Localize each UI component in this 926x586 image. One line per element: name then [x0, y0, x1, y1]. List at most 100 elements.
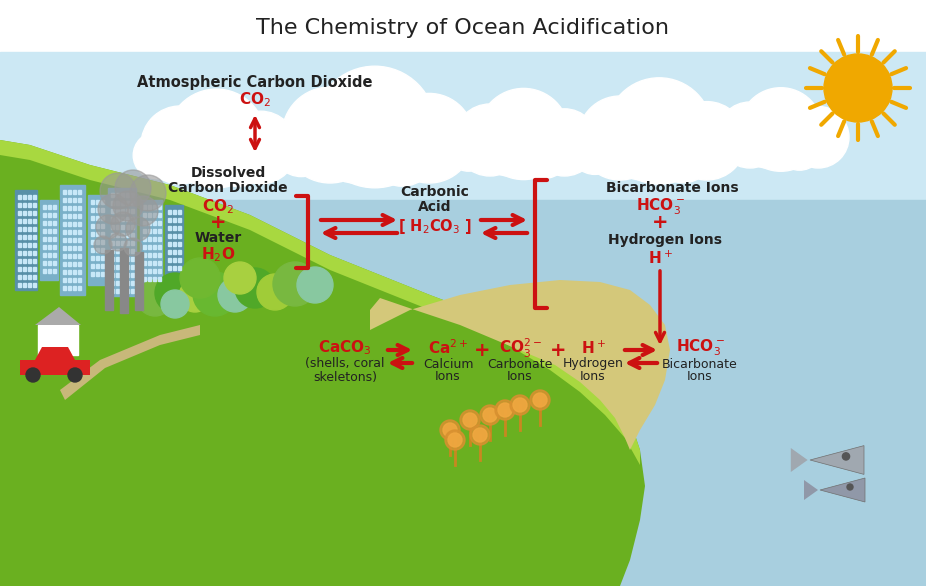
Bar — [28, 243, 31, 247]
Bar — [28, 283, 31, 287]
Polygon shape — [35, 347, 75, 360]
Bar — [168, 242, 171, 246]
Text: Ions: Ions — [435, 370, 461, 383]
Bar — [68, 190, 71, 194]
Text: Bicarbonate: Bicarbonate — [662, 357, 738, 370]
Bar — [43, 269, 46, 273]
Bar — [148, 237, 151, 241]
Circle shape — [109, 233, 127, 251]
Bar — [91, 248, 94, 252]
Bar — [38, 325, 78, 355]
Bar — [158, 237, 161, 241]
Bar — [91, 256, 94, 260]
Circle shape — [530, 390, 550, 410]
Bar — [158, 213, 161, 217]
Bar — [88, 195, 108, 285]
Bar — [168, 234, 171, 238]
Bar — [91, 216, 94, 220]
Bar — [53, 213, 56, 217]
Bar — [148, 229, 151, 233]
Bar — [126, 225, 129, 229]
Bar — [91, 264, 94, 268]
Bar — [63, 222, 66, 226]
Bar — [173, 234, 176, 238]
Bar — [173, 210, 176, 214]
Bar — [63, 214, 66, 218]
Bar — [40, 200, 58, 280]
Bar — [153, 269, 156, 273]
Bar — [48, 261, 51, 265]
Text: Hydrogen Ions: Hydrogen Ions — [608, 233, 722, 247]
Bar — [126, 201, 129, 205]
Bar — [28, 251, 31, 255]
Bar — [158, 229, 161, 233]
Bar — [143, 229, 146, 233]
Bar — [101, 208, 104, 212]
Text: Water: Water — [194, 231, 242, 245]
Bar — [91, 240, 94, 244]
Bar — [96, 200, 99, 204]
Bar — [23, 251, 26, 255]
Bar — [131, 281, 134, 285]
Bar — [173, 218, 176, 222]
Bar — [53, 221, 56, 225]
Bar — [158, 277, 161, 281]
Bar — [0, 200, 926, 586]
Bar — [131, 193, 134, 197]
Bar — [23, 275, 26, 279]
Bar — [173, 226, 176, 230]
Text: CO$_3^{2-}$: CO$_3^{2-}$ — [498, 336, 542, 360]
Polygon shape — [791, 448, 807, 472]
Bar — [73, 270, 76, 274]
Bar — [111, 289, 114, 293]
Text: (shells, coral: (shells, coral — [306, 357, 384, 370]
Polygon shape — [0, 140, 640, 465]
Bar — [68, 286, 71, 290]
Bar — [43, 245, 46, 249]
Bar — [33, 267, 36, 271]
Bar — [148, 213, 151, 217]
Bar — [178, 210, 181, 214]
Circle shape — [448, 433, 462, 447]
Circle shape — [113, 191, 143, 221]
Bar — [108, 188, 136, 296]
Bar — [148, 253, 151, 257]
Circle shape — [224, 262, 256, 294]
Bar — [78, 238, 81, 242]
Bar — [126, 241, 129, 245]
Bar — [131, 217, 134, 221]
Circle shape — [96, 215, 120, 239]
Bar — [121, 257, 124, 261]
Bar — [121, 233, 124, 237]
Text: Acid: Acid — [419, 200, 452, 214]
Bar — [126, 217, 129, 221]
Bar — [91, 272, 94, 276]
Circle shape — [480, 405, 500, 425]
Bar — [148, 269, 151, 273]
Circle shape — [495, 400, 515, 420]
Bar — [18, 243, 21, 247]
Circle shape — [513, 398, 527, 412]
Bar — [178, 234, 181, 238]
Bar — [153, 253, 156, 257]
Circle shape — [314, 66, 435, 188]
Bar — [126, 249, 129, 253]
Bar — [48, 253, 51, 257]
Circle shape — [498, 403, 512, 417]
Circle shape — [367, 116, 437, 186]
Bar — [18, 275, 21, 279]
Bar — [101, 256, 104, 260]
Text: H$_2$O: H$_2$O — [201, 246, 235, 264]
Bar — [96, 264, 99, 268]
Polygon shape — [35, 307, 81, 325]
Bar — [158, 221, 161, 225]
Text: +: + — [652, 213, 669, 233]
Bar — [120, 248, 128, 313]
Bar — [28, 259, 31, 263]
Bar — [96, 216, 99, 220]
Text: Ca$^{2+}$: Ca$^{2+}$ — [428, 339, 469, 357]
Bar — [68, 270, 71, 274]
Bar — [121, 241, 124, 245]
Bar — [18, 227, 21, 231]
Polygon shape — [20, 360, 90, 375]
